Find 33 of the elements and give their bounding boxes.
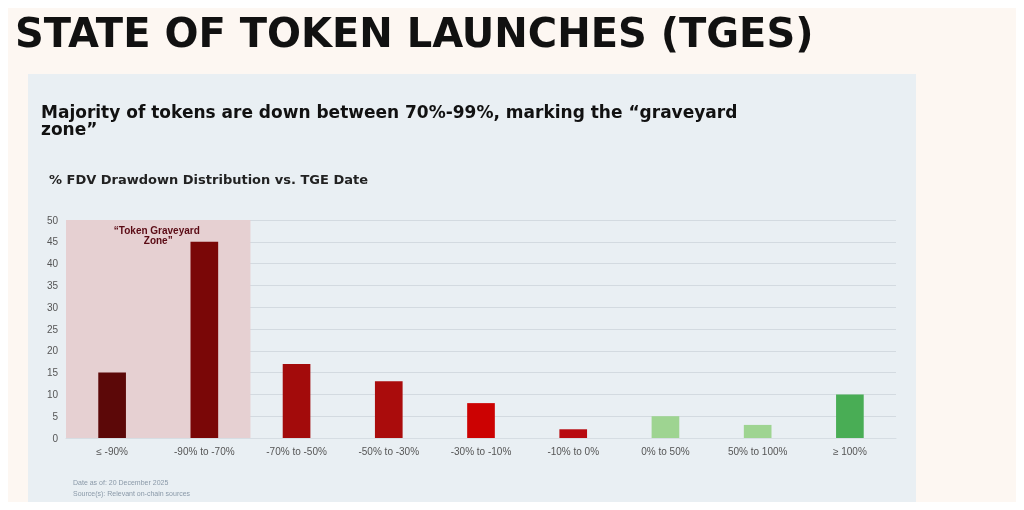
x-tick-label: -90% to -70%	[174, 445, 235, 457]
x-tick-label: -70% to -50%	[266, 445, 327, 457]
bar	[836, 394, 864, 438]
bar	[467, 403, 495, 438]
x-tick-label: -50% to -30%	[358, 445, 420, 457]
bar	[651, 416, 680, 438]
x-tick-label: 50% to 100%	[727, 445, 788, 457]
bar	[743, 424, 772, 438]
y-tick-label: 0	[52, 432, 59, 444]
y-tick-label: 45	[46, 236, 59, 248]
bar	[282, 363, 311, 438]
x-tick-label: -30% to -10%	[450, 445, 512, 457]
bar	[559, 429, 588, 438]
x-tick-label: 0% to 50%	[641, 445, 690, 457]
x-tick-label: -10% to 0%	[547, 445, 600, 457]
y-tick-label: 15	[46, 367, 59, 379]
bar	[190, 241, 219, 438]
chart-subtitle: Majority of tokens are down between 70%-99%, marking the “graveyard zone”	[41, 101, 744, 139]
band-label: “Token Graveyard Zone”	[113, 224, 203, 246]
y-tick-label: 10	[46, 388, 59, 400]
y-tick-label: 35	[46, 279, 59, 291]
chart-title: STATE OF TOKEN LAUNCHES (TGES)	[15, 10, 814, 56]
y-tick-label: 5	[52, 410, 59, 422]
bar	[374, 381, 403, 438]
x-axis-title: % FDV Drawdown Distribution vs. TGE Date	[49, 172, 369, 187]
y-tick-label: 25	[46, 323, 59, 335]
x-tick-label: ≥ 100%	[832, 445, 867, 457]
bar	[98, 372, 126, 438]
y-tick-label: 30	[46, 301, 59, 313]
y-tick-label: 40	[46, 258, 59, 270]
x-tick-label: ≤ -90%	[96, 445, 129, 457]
y-tick-label: 50	[46, 214, 59, 226]
y-tick-label: 20	[46, 345, 59, 357]
